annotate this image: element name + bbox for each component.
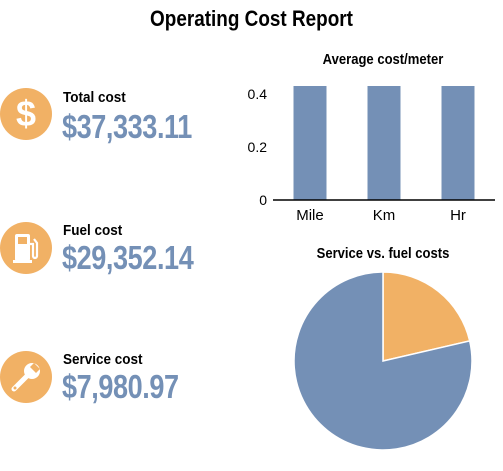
page-title: Operating Cost Report: [150, 6, 353, 31]
total-cost-label: Total cost: [63, 89, 126, 106]
fuel-pump-icon: [0, 222, 52, 274]
total-cost-value: $37,333.11: [62, 108, 192, 145]
wrench-icon: [0, 351, 52, 403]
fuel-cost-value: $29,352.14: [62, 239, 194, 276]
dollar-icon: $: [0, 88, 52, 140]
svg-text:$: $: [16, 93, 36, 134]
service-cost-label: Service cost: [63, 351, 143, 368]
y-tick-label: 0: [259, 192, 267, 208]
service-cost-metric: Service cost $7,980.97: [0, 345, 240, 415]
service-cost-value: $7,980.97: [62, 368, 179, 405]
bar: [441, 86, 475, 200]
fuel-cost-metric: Fuel cost $29,352.14: [0, 216, 240, 286]
pie-slice-fuel: [293, 271, 473, 451]
pie-chart: [293, 271, 473, 451]
x-tick-label: Hr: [450, 207, 466, 224]
x-tick-label: Mile: [296, 207, 324, 224]
fuel-cost-label: Fuel cost: [63, 222, 123, 239]
bar: [293, 86, 327, 200]
total-cost-metric: $ Total cost $37,333.11: [0, 82, 240, 152]
bar: [367, 86, 401, 200]
pie-chart-title: Service vs. fuel costs: [316, 246, 450, 262]
pie-slice-service: [382, 271, 471, 362]
y-tick-label: 0.2: [248, 139, 268, 155]
y-tick-label: 0.4: [248, 86, 268, 102]
bar-chart: 0 0.2 0.4 Mile Km Hr: [248, 86, 495, 224]
bar-chart-title: Average cost/meter: [322, 52, 444, 68]
x-tick-label: Km: [373, 207, 396, 224]
